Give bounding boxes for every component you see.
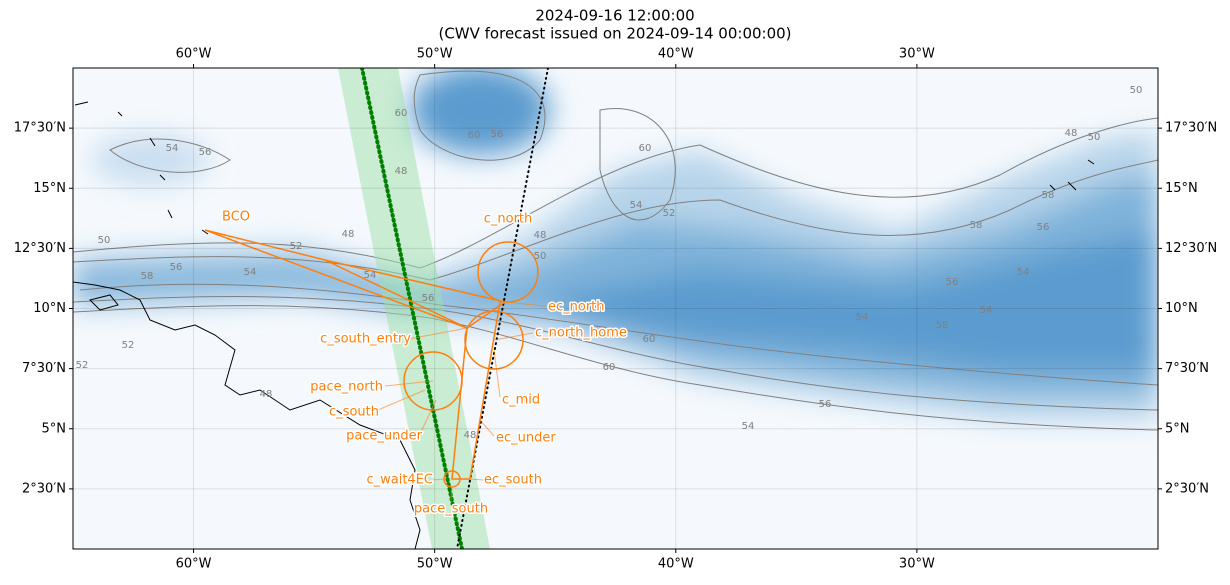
waypoint-label: c_south — [329, 405, 379, 420]
waypoint-label: ec_north — [548, 300, 605, 315]
contour-label: 56 — [946, 277, 959, 288]
y-tick-label: 2°30′N — [22, 481, 66, 496]
contour-label: 60 — [603, 362, 616, 373]
contour-label: 56 — [1037, 222, 1050, 233]
contour-label: 58 — [970, 220, 983, 231]
waypoint-label: c_wait4EC — [366, 473, 433, 488]
flight-plan — [204, 229, 546, 501]
contour-label: 54 — [1017, 267, 1030, 278]
contour-label: 50 — [1130, 85, 1143, 96]
ec-track — [456, 68, 549, 549]
waypoint-label: BCO — [222, 210, 250, 225]
contour-label: 52 — [290, 241, 303, 252]
coastlines — [73, 101, 1095, 549]
contour-label: 58 — [936, 320, 949, 331]
y-tick-label: 15°N — [33, 181, 66, 196]
subtitle: (CWV forecast issued on 2024-09-14 00:00… — [438, 25, 791, 43]
contour-label: 60 — [643, 334, 656, 345]
waypoint-label: c_south_entry — [320, 332, 411, 347]
contour-label: 60 — [468, 130, 481, 141]
y-tick-label: 17°30′N — [1165, 121, 1217, 136]
contour-label: 48 — [534, 230, 547, 241]
x-tick-label: 60°W — [176, 47, 212, 62]
y-tick-label: 10°N — [1165, 301, 1198, 316]
cwv-field — [73, 68, 1158, 420]
contour-label: 48 — [464, 430, 477, 441]
y-tick-label: 12°30′N — [14, 241, 66, 256]
contour-label: 50 — [1088, 132, 1101, 143]
contour-label: 56 — [819, 399, 832, 410]
title: 2024-09-16 12:00:00 — [535, 7, 694, 25]
contour-label: 52 — [122, 340, 135, 351]
contour-label: 58 — [1042, 190, 1055, 201]
satellite-track — [360, 68, 464, 549]
x-tick-label: 40°W — [658, 47, 694, 62]
y-tick-label: 7°30′N — [1165, 361, 1209, 376]
x-tick-label: 50°W — [417, 47, 453, 62]
contour-label: 48 — [342, 229, 355, 240]
contour-label: 54 — [980, 305, 993, 316]
contour-label: 60 — [639, 143, 652, 154]
waypoint-label: ec_under — [496, 431, 556, 446]
y-tick-label: 12°30′N — [1165, 241, 1217, 256]
contour-label: 56 — [199, 147, 212, 158]
contour-label: 54 — [742, 421, 755, 432]
contour-label: 48 — [395, 166, 408, 177]
waypoint-label: pace_north — [310, 380, 383, 395]
contour-label: 54 — [856, 312, 869, 323]
waypoint-label: c_mid — [502, 393, 540, 408]
waypoint-label: pace_south — [414, 502, 488, 517]
x-tick-label: 40°W — [658, 557, 694, 572]
contour-label: 54 — [244, 267, 257, 278]
contour-label: 52 — [76, 360, 89, 371]
contours — [73, 70, 1158, 431]
y-tick-label: 5°N — [42, 421, 67, 436]
waypoint-label: c_north — [484, 212, 533, 227]
contour-label: 54 — [630, 200, 643, 211]
contour-label: 48 — [260, 389, 273, 400]
contour-label: 52 — [663, 208, 676, 219]
x-tick-label: 50°W — [417, 557, 453, 572]
contour-label: 50 — [534, 251, 547, 262]
contour-label: 56 — [491, 129, 504, 140]
y-tick-label: 10°N — [33, 301, 66, 316]
waypoint-label: pace_under — [346, 429, 423, 444]
y-tick-label: 15°N — [1165, 181, 1198, 196]
contour-label: 48 — [1065, 128, 1078, 139]
y-tick-label: 5°N — [1165, 421, 1190, 436]
x-tick-label: 30°W — [899, 47, 935, 62]
x-tick-label: 30°W — [899, 557, 935, 572]
y-tick-label: 2°30′N — [1165, 481, 1209, 496]
contour-label: 58 — [141, 271, 154, 282]
waypoint-label: ec_south — [484, 473, 542, 488]
grid — [73, 68, 1158, 549]
y-tick-label: 7°30′N — [22, 361, 66, 376]
contour-label: 54 — [364, 270, 377, 281]
x-tick-label: 60°W — [176, 557, 212, 572]
contour-label: 56 — [170, 262, 183, 273]
contour-label: 60 — [395, 108, 408, 119]
map-area: 54 56 50 58 56 54 52 48 54 56 52 52 48 48 60 60 56 54 54 58… — [73, 68, 1158, 549]
y-tick-label: 17°30′N — [14, 121, 66, 136]
contour-label: 56 — [422, 293, 435, 304]
waypoint-label: c_north_home — [535, 326, 627, 341]
contour-label: 54 — [166, 143, 179, 154]
contour-label: 50 — [98, 235, 111, 246]
